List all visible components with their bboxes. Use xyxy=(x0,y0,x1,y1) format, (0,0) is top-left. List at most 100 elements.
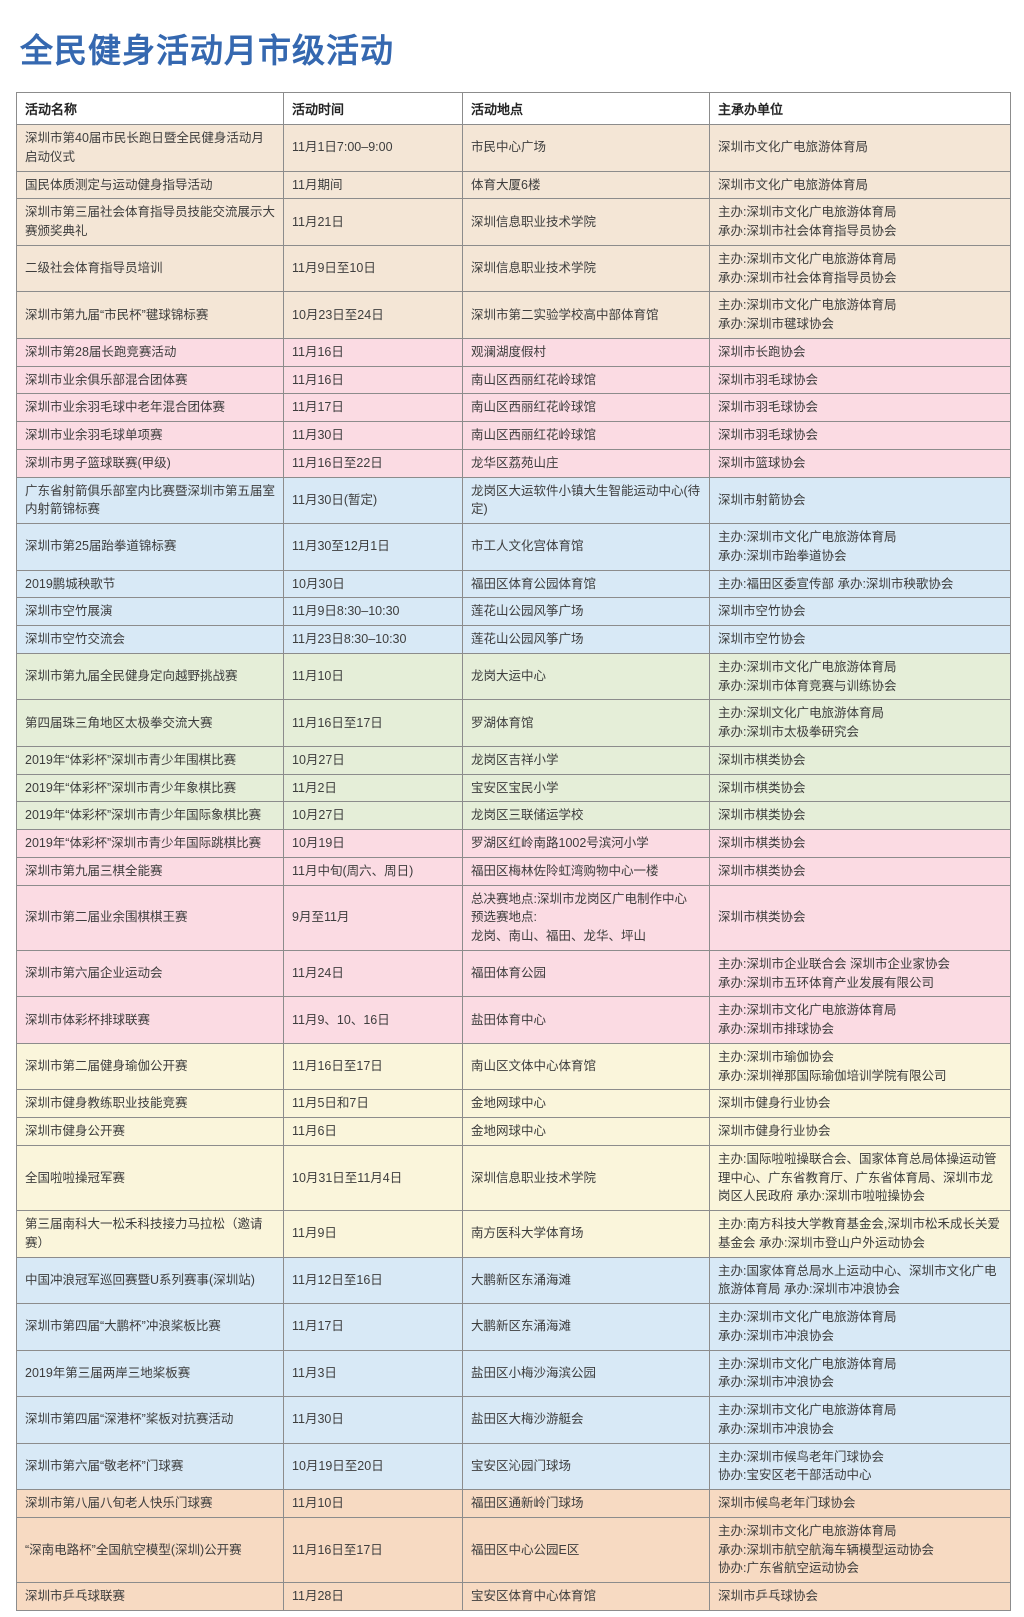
activity-time-cell: 11月3日 xyxy=(283,1349,463,1397)
activity-name-cell: 2019年“体彩杯”深圳市青少年国际象棋比赛 xyxy=(16,801,284,830)
activity-place-cell: 南山区西丽红花岭球馆 xyxy=(462,365,710,395)
activity-name-cell: 2019年第三届两岸三地桨板赛 xyxy=(16,1349,284,1397)
activity-organizer-cell: 主办:深圳市文化广电旅游体育局 承办:深圳市排球协会 xyxy=(709,996,1011,1044)
table-row: 深圳市体彩杯排球联赛 11月9、10、16日 盐田体育中心 主办:深圳市文化广电旅游体… xyxy=(16,996,1011,1044)
activity-organizer-cell: 主办:深圳文化广电旅游体育局 承办:深圳市太极拳研究会 xyxy=(709,699,1011,747)
activity-time-cell: 10月30日 xyxy=(283,569,463,599)
activity-place-cell: 莲花山公园风筝广场 xyxy=(462,625,710,654)
activity-organizer-cell: 主办:深圳市文化广电旅游体育局 承办:深圳市冲浪协会 xyxy=(709,1396,1011,1444)
table-row: 深圳市第二届业余围棋棋王赛 9月至11月 总决赛地点:深圳市龙岗区广电制作中心 预选… xyxy=(16,884,1011,951)
activity-time-cell: 11月17日 xyxy=(283,393,463,422)
table-row: 深圳市第40届市民长跑日暨全民健身活动月启动仪式 11月1日7:00–9:00 市民… xyxy=(16,124,1011,172)
activity-time-cell: 9月至11月 xyxy=(283,884,463,951)
activity-name-cell: 2019鹏城秧歌节 xyxy=(16,569,284,599)
activity-name-cell: 深圳市第28届长跑竞赛活动 xyxy=(16,337,284,367)
table-row: 2019鹏城秧歌节 10月30日 福田区体育公园体育馆 主办:福田区委宣传部 承办:深… xyxy=(16,569,1011,599)
activity-place-cell: 龙岗大运中心 xyxy=(462,652,710,701)
table-row: 深圳市业余羽毛球单项赛 11月30日 南山区西丽红花岭球馆 深圳市羽毛球协会 xyxy=(16,421,1011,450)
table-row: 2019年第三届两岸三地桨板赛 11月3日 盐田区小梅沙海滨公园 主办:深圳市文化广电… xyxy=(16,1349,1011,1397)
table-row: 深圳市业余俱乐部混合团体赛 11月16日 南山区西丽红花岭球馆 深圳市羽毛球协会 xyxy=(16,365,1011,395)
activity-place-cell: 龙华区荔苑山庄 xyxy=(462,448,710,478)
table-row: 国民体质测定与运动健身指导活动 11月期间 体育大厦6楼 深圳市文化广电旅游体育局 xyxy=(16,170,1011,200)
page-title: 全民健身活动月市级活动 xyxy=(20,32,394,69)
activity-place-cell: 南山区西丽红花岭球馆 xyxy=(462,393,710,422)
activity-place-cell: 金地网球中心 xyxy=(462,1117,710,1146)
activity-time-cell: 11月中旬(周六、周日) xyxy=(283,856,463,886)
activity-place-cell: 南山区西丽红花岭球馆 xyxy=(462,421,710,450)
activity-time-cell: 11月16日至22日 xyxy=(283,448,463,478)
activity-organizer-cell: 主办:深圳市文化广电旅游体育局 承办:深圳市冲浪协会 xyxy=(709,1303,1011,1351)
activity-place-cell: 大鹏新区东涌海滩 xyxy=(462,1256,710,1304)
column-header-organizer: 主承办单位 xyxy=(709,92,1011,125)
activity-name-cell: 深圳市乒乓球联赛 xyxy=(16,1582,284,1611)
table-row: 全国啦啦操冠军赛 10月31日至11月4日 深圳信息职业技术学院 主办:国际啦啦操联合… xyxy=(16,1144,1011,1212)
activity-time-cell: 11月30日 xyxy=(283,1396,463,1444)
activity-place-cell: 观澜湖度假村 xyxy=(462,337,710,367)
table-row: 深圳市第四届“大鹏杯”冲浪桨板比赛 11月17日 大鹏新区东涌海滩 主办:深圳市文化广… xyxy=(16,1303,1011,1351)
table-body: 深圳市第40届市民长跑日暨全民健身活动月启动仪式 11月1日7:00–9:00 市民… xyxy=(16,124,1011,1611)
table-row: 第四届珠三角地区太极拳交流大赛 11月16日至17日 罗湖体育馆 主办:深圳文化广电旅… xyxy=(16,699,1011,747)
activity-organizer-cell: 深圳市长跑协会 xyxy=(709,337,1011,367)
activity-place-cell: 金地网球中心 xyxy=(462,1089,710,1118)
activity-organizer-cell: 深圳市空竹协会 xyxy=(709,597,1011,626)
activity-place-cell: 大鹏新区东涌海滩 xyxy=(462,1303,710,1351)
activity-place-cell: 福田体育公园 xyxy=(462,949,710,998)
activity-organizer-cell: 主办:国际啦啦操联合会、国家体育总局体操运动管理中心、广东省教育厅、广东省体育局… xyxy=(709,1144,1011,1212)
activity-time-cell: 10月27日 xyxy=(283,745,463,775)
table-row: 深圳市第三届社会体育指导员技能交流展示大赛颁奖典礼 11月21日 深圳信息职业技术学… xyxy=(16,198,1011,246)
table-row: 2019年“体彩杯”深圳市青少年国际象棋比赛 10月27日 龙岗区三联储运学校 深圳市… xyxy=(16,801,1011,830)
table-row: 深圳市第25届跆拳道锦标赛 11月30至12月1日 市工人文化宫体育馆 主办:深圳市文… xyxy=(16,523,1011,571)
activity-place-cell: 深圳市第二实验学校高中部体育馆 xyxy=(462,291,710,339)
activity-organizer-cell: 深圳市羽毛球协会 xyxy=(709,365,1011,395)
activity-organizer-cell: 深圳市健身行业协会 xyxy=(709,1089,1011,1118)
activity-organizer-cell: 深圳市棋类协会 xyxy=(709,856,1011,886)
activity-time-cell: 11月30日 xyxy=(283,421,463,450)
activity-place-cell: 宝安区宝民小学 xyxy=(462,773,710,803)
activity-name-cell: 深圳市业余羽毛球中老年混合团体赛 xyxy=(16,393,284,422)
activity-name-cell: 深圳市空竹展演 xyxy=(16,597,284,626)
activity-place-cell: 龙岗区吉祥小学 xyxy=(462,745,710,775)
activity-place-cell: 罗湖区红岭南路1002号滨河小学 xyxy=(462,829,710,858)
table-row: 深圳市第九届全民健身定向越野挑战赛 11月10日 龙岗大运中心 主办:深圳市文化广电旅… xyxy=(16,652,1011,701)
activity-time-cell: 10月27日 xyxy=(283,801,463,830)
activity-place-cell: 莲花山公园风筝广场 xyxy=(462,597,710,626)
activity-name-cell: 深圳市第40届市民长跑日暨全民健身活动月启动仪式 xyxy=(16,124,284,172)
table-row: 二级社会体育指导员培训 11月9日至10日 深圳信息职业技术学院 主办:深圳市文化广电… xyxy=(16,244,1011,293)
activity-time-cell: 10月23日至24日 xyxy=(283,291,463,339)
table-row: 深圳市第六届企业运动会 11月24日 福田体育公园 主办:深圳市企业联合会 深圳市企业… xyxy=(16,949,1011,998)
activity-place-cell: 福田区梅林佐阾虹湾购物中心一楼 xyxy=(462,856,710,886)
activity-name-cell: 深圳市空竹交流会 xyxy=(16,625,284,654)
activity-time-cell: 11月期间 xyxy=(283,170,463,200)
activity-name-cell: 深圳市第四届“深港杯”桨板对抗赛活动 xyxy=(16,1396,284,1444)
activity-name-cell: 深圳市第三届社会体育指导员技能交流展示大赛颁奖典礼 xyxy=(16,198,284,246)
activity-name-cell: 深圳市健身公开赛 xyxy=(16,1117,284,1146)
activity-name-cell: 二级社会体育指导员培训 xyxy=(16,244,284,293)
activity-name-cell: 2019年“体彩杯”深圳市青少年国际跳棋比赛 xyxy=(16,829,284,858)
activity-name-cell: 深圳市第四届“大鹏杯”冲浪桨板比赛 xyxy=(16,1303,284,1351)
table-row: 第三届南科大一松禾科技接力马拉松（邀请赛） 11月9日 南方医科大学体育场 主办:南方… xyxy=(16,1210,1011,1258)
activity-place-cell: 南方医科大学体育场 xyxy=(462,1210,710,1258)
activity-time-cell: 11月12日至16日 xyxy=(283,1256,463,1304)
activity-time-cell: 11月5日和7日 xyxy=(283,1089,463,1118)
activity-name-cell: 国民体质测定与运动健身指导活动 xyxy=(16,170,284,200)
activity-name-cell: 深圳市业余羽毛球单项赛 xyxy=(16,421,284,450)
activity-organizer-cell: 深圳市羽毛球协会 xyxy=(709,421,1011,450)
activity-place-cell: 深圳信息职业技术学院 xyxy=(462,198,710,246)
activity-name-cell: 深圳市第九届全民健身定向越野挑战赛 xyxy=(16,652,284,701)
activity-place-cell: 福田区中心公园E区 xyxy=(462,1516,710,1584)
activity-place-cell: 宝安区沁园门球场 xyxy=(462,1442,710,1490)
activity-organizer-cell: 深圳市健身行业协会 xyxy=(709,1117,1011,1146)
activity-organizer-cell: 深圳市棋类协会 xyxy=(709,801,1011,830)
activity-place-cell: 南山区文体中心体育馆 xyxy=(462,1042,710,1091)
activity-time-cell: 11月21日 xyxy=(283,198,463,246)
activity-name-cell: 第三届南科大一松禾科技接力马拉松（邀请赛） xyxy=(16,1210,284,1258)
activity-name-cell: 深圳市第二届业余围棋棋王赛 xyxy=(16,884,284,951)
table-row: 深圳市第二届健身瑜伽公开赛 11月16日至17日 南山区文体中心体育馆 主办:深圳市瑜… xyxy=(16,1042,1011,1091)
activity-place-cell: 福田区通新岭门球场 xyxy=(462,1489,710,1518)
activity-place-cell: 龙岗区三联储运学校 xyxy=(462,801,710,830)
table-row: 深圳市第六届“敬老杯”门球赛 10月19日至20日 宝安区沁园门球场 主办:深圳市候鸟… xyxy=(16,1442,1011,1490)
activity-place-cell: 深圳信息职业技术学院 xyxy=(462,1144,710,1212)
table-row: 深圳市男子篮球联赛(甲级) 11月16日至22日 龙华区荔苑山庄 深圳市篮球协会 xyxy=(16,448,1011,478)
activity-organizer-cell: 主办:深圳市文化广电旅游体育局 承办:深圳市跆拳道协会 xyxy=(709,523,1011,571)
